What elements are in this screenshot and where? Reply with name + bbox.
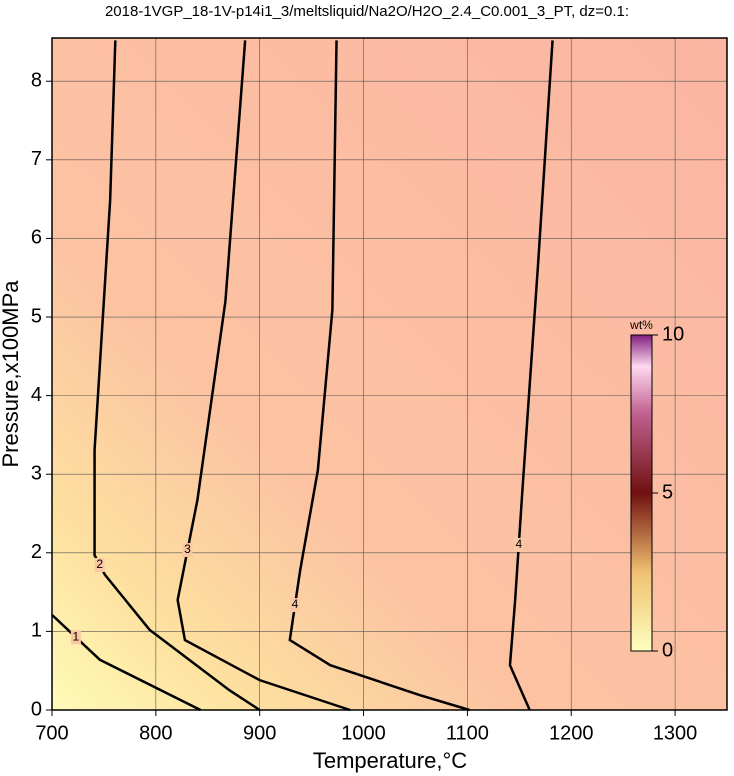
- x-tick-label: 1300: [653, 722, 698, 744]
- colorbar-tick-label: 10: [662, 323, 684, 345]
- chart-title: 2018-1VGP_18-1V-p14i1_3/meltsliquid/Na2O…: [105, 3, 629, 20]
- x-tick-label: 900: [243, 722, 276, 744]
- y-axis-label: Pressure,x100MPa: [0, 280, 23, 468]
- y-tick-label: 8: [31, 70, 42, 92]
- plot-background: [52, 38, 727, 710]
- y-tick-label: 4: [31, 384, 42, 406]
- x-tick-label: 1000: [341, 722, 386, 744]
- contour-line: [51, 613, 202, 712]
- contour-label-bg: [182, 543, 193, 558]
- contour-label: 3: [184, 542, 191, 556]
- x-tick-label: 1200: [549, 722, 594, 744]
- x-tick-label: 800: [139, 722, 172, 744]
- colorbar: [630, 334, 653, 652]
- contour-label-bg: [290, 598, 300, 613]
- y-tick-label: 2: [31, 541, 42, 563]
- contour-label-bg: [70, 630, 81, 645]
- contour-label: 4: [292, 597, 299, 611]
- y-tick-label: 3: [31, 462, 42, 484]
- contour-label: 1: [73, 629, 80, 643]
- x-tick-label: 700: [35, 722, 68, 744]
- y-tick-label: 7: [31, 148, 42, 170]
- y-tick-label: 1: [31, 620, 42, 642]
- y-tick-label: 0: [31, 698, 42, 720]
- contour-label-bg: [513, 537, 524, 552]
- contour-label-bg: [94, 557, 105, 572]
- y-tick-label: 5: [31, 305, 42, 327]
- y-tick-label: 6: [31, 227, 42, 249]
- contour-line: [176, 40, 351, 712]
- x-tick-label: 1100: [446, 722, 489, 744]
- x-axis-label: Temperature,°C: [313, 748, 467, 773]
- plot-frame: [51, 37, 728, 711]
- colorbar-tick-label: 0: [662, 639, 673, 661]
- contour-label: 2: [96, 557, 103, 571]
- contour-label: 4: [515, 537, 522, 551]
- colorbar-tick-label: 5: [662, 481, 673, 503]
- colorbar-label: wt%: [629, 318, 653, 332]
